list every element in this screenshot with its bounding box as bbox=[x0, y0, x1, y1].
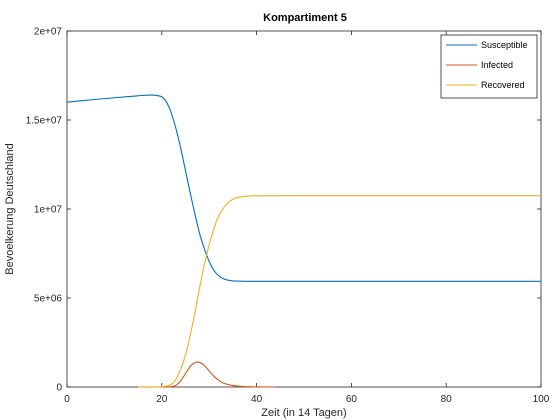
y-tick-label: 5e+06 bbox=[34, 294, 63, 305]
legend: Susceptible Infected Recovered bbox=[440, 34, 538, 99]
series-layer bbox=[66, 94, 541, 388]
y-axis-label: Bevoelkerung Deutschland bbox=[4, 143, 16, 274]
x-tick-label: 20 bbox=[156, 394, 168, 405]
series-line-infected bbox=[138, 361, 276, 388]
x-tick-label: 80 bbox=[441, 394, 453, 405]
legend-label-susceptible: Susceptible bbox=[481, 40, 528, 50]
y-tick-label: 1.5e+07 bbox=[26, 116, 63, 127]
x-tick-label: 60 bbox=[346, 394, 358, 405]
chart-title: Kompartiment 5 bbox=[263, 12, 347, 24]
y-tick-label: 1e+07 bbox=[34, 205, 63, 216]
x-axis-label: Zeit (in 14 Tagen) bbox=[261, 407, 346, 419]
y-tick-label: 2e+07 bbox=[34, 27, 63, 38]
series-line-recovered bbox=[138, 195, 541, 388]
x-tick-label: 40 bbox=[251, 394, 263, 405]
y-tick-label: 0 bbox=[56, 383, 62, 394]
legend-label-infected: Infected bbox=[481, 60, 513, 70]
legend-label-recovered: Recovered bbox=[481, 80, 525, 90]
x-tick-label: 100 bbox=[533, 394, 550, 405]
x-tick-label: 0 bbox=[64, 394, 70, 405]
axis-ticks: 0 20 40 60 80 100 0 5e+06 1e+07 1.5e+07 2e+07 bbox=[26, 27, 550, 406]
